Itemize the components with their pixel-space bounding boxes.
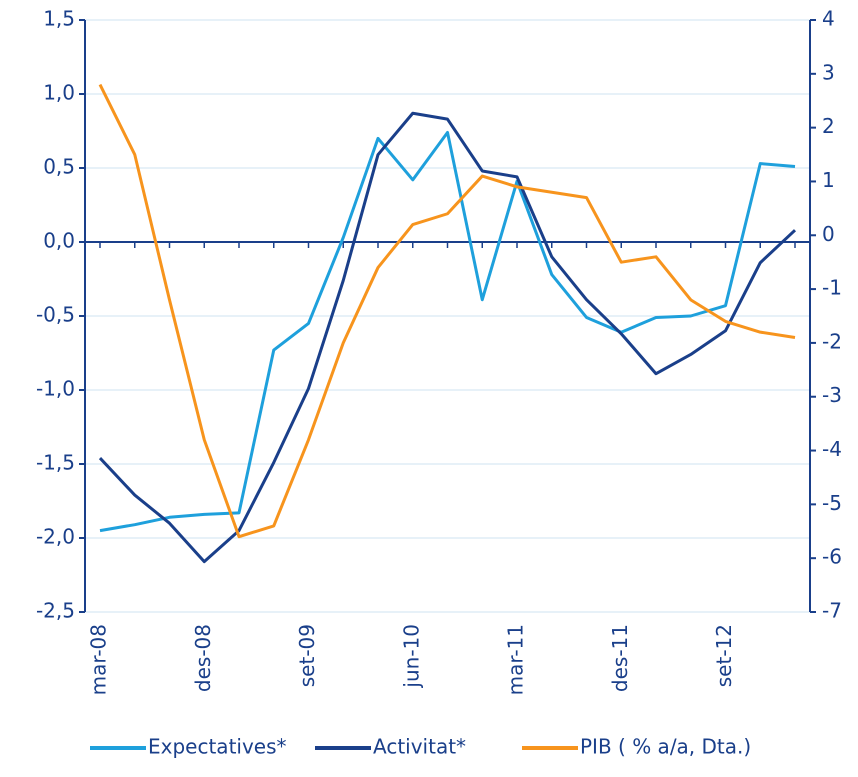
y-tick-label: 1,0 (43, 81, 75, 105)
legend-label: PIB ( % a/a, Dta.) (580, 735, 751, 759)
y2-tick-label: 1 (822, 168, 835, 192)
y-tick-label: -1,5 (36, 451, 75, 475)
series-line (98, 83, 796, 539)
y2-tick-label: -7 (822, 599, 842, 623)
y-tick-label: 0,0 (43, 229, 75, 253)
x-tick-label: des-11 (608, 624, 632, 692)
legend-label: Activitat* (373, 735, 466, 759)
legend-label: Expectatives* (148, 735, 287, 759)
y2-tick-label: 4 (822, 7, 835, 31)
x-tick-label: mar-11 (504, 624, 528, 695)
series-line (99, 130, 796, 533)
y2-tick-label: -3 (822, 383, 842, 407)
y-tick-label: -0,5 (36, 303, 75, 327)
x-tick-label: set-09 (295, 624, 319, 687)
y2-tick-label: 0 (822, 222, 835, 246)
y2-tick-label: -4 (822, 437, 842, 461)
y2-tick-label: -5 (822, 491, 842, 515)
y2-tick-label: -6 (822, 545, 842, 569)
x-tick-label: jun-10 (399, 624, 423, 689)
y2-tick-label: 2 (822, 114, 835, 138)
x-tick-label: des-08 (191, 624, 215, 692)
y2-tick-label: -2 (822, 329, 842, 353)
series-line (98, 111, 797, 564)
y-tick-label: -2,0 (36, 525, 75, 549)
x-tick-label: set-12 (712, 624, 736, 687)
x-tick-label: mar-08 (87, 624, 111, 695)
y2-tick-label: -1 (822, 276, 842, 300)
y-tick-label: 1,5 (43, 7, 75, 31)
y-tick-label: -2,5 (36, 599, 75, 623)
y2-tick-label: 3 (822, 60, 835, 84)
y-tick-label: -1,0 (36, 377, 75, 401)
y-tick-label: 0,5 (43, 155, 75, 179)
